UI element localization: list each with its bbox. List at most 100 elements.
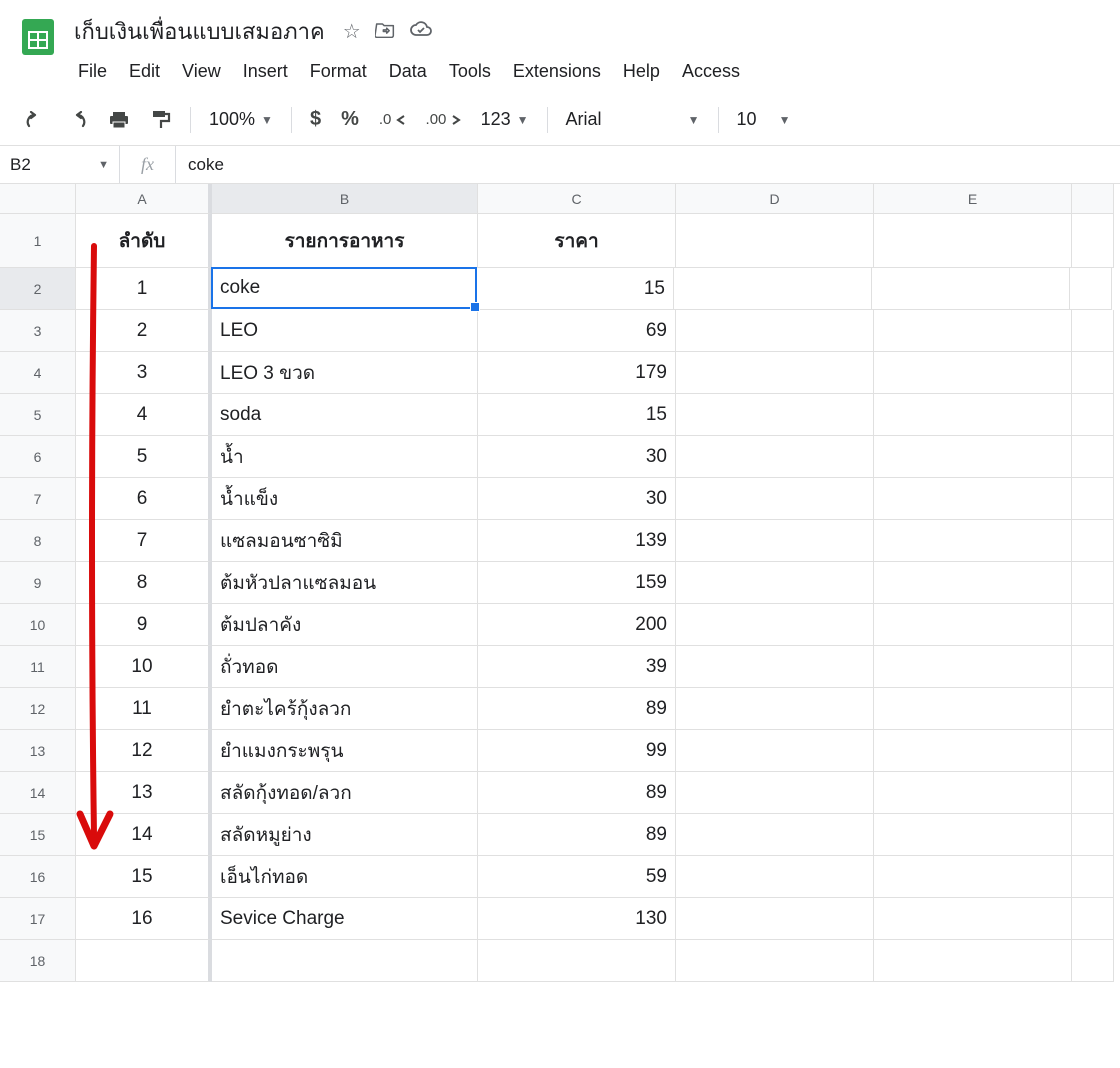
row-header[interactable]: 17 (0, 898, 76, 940)
cell[interactable]: 89 (478, 772, 676, 814)
cell[interactable]: LEO 3 ขวด (212, 352, 478, 394)
cell[interactable] (874, 856, 1072, 898)
cell[interactable] (1072, 646, 1114, 688)
cell[interactable]: สลัดหมูย่าง (212, 814, 478, 856)
cell[interactable]: 99 (478, 730, 676, 772)
cell[interactable]: 30 (478, 436, 676, 478)
row-header[interactable]: 15 (0, 814, 76, 856)
cell[interactable] (674, 268, 872, 310)
menu-view[interactable]: View (172, 57, 231, 86)
column-header-c[interactable]: C (478, 184, 676, 214)
cell[interactable]: 3 (76, 352, 212, 394)
formula-input[interactable]: coke (176, 155, 1120, 175)
cell[interactable] (874, 604, 1072, 646)
row-header[interactable]: 1 (0, 214, 76, 268)
cell[interactable]: 9 (76, 604, 212, 646)
row-header[interactable]: 8 (0, 520, 76, 562)
cell[interactable] (1072, 562, 1114, 604)
cell[interactable]: 1 (76, 268, 212, 310)
cell[interactable] (1072, 310, 1114, 352)
cell[interactable]: 16 (76, 898, 212, 940)
star-icon[interactable]: ☆ (343, 19, 361, 44)
menu-extensions[interactable]: Extensions (503, 57, 611, 86)
cell[interactable] (676, 940, 874, 982)
cell[interactable]: 15 (476, 268, 674, 310)
cell[interactable] (1072, 352, 1114, 394)
menu-edit[interactable]: Edit (119, 57, 170, 86)
cell[interactable]: 2 (76, 310, 212, 352)
cell[interactable] (676, 352, 874, 394)
cell[interactable] (1072, 898, 1114, 940)
cell-d1[interactable] (676, 214, 874, 268)
column-header-b[interactable]: B (212, 184, 478, 214)
cell[interactable]: 12 (76, 730, 212, 772)
cell[interactable]: 6 (76, 478, 212, 520)
cell[interactable] (676, 520, 874, 562)
cell[interactable] (874, 562, 1072, 604)
cell[interactable]: ต้มหัวปลาแซลมอน (212, 562, 478, 604)
cell[interactable] (1072, 856, 1114, 898)
cell[interactable] (676, 730, 874, 772)
print-button[interactable] (100, 104, 138, 136)
cell[interactable]: 15 (76, 856, 212, 898)
cell[interactable] (874, 688, 1072, 730)
row-header[interactable]: 3 (0, 310, 76, 352)
cell[interactable]: 159 (478, 562, 676, 604)
undo-button[interactable] (16, 105, 54, 135)
cell-e1[interactable] (874, 214, 1072, 268)
menu-format[interactable]: Format (300, 57, 377, 86)
increase-decimal-button[interactable]: .00 (418, 105, 469, 134)
cell[interactable]: 8 (76, 562, 212, 604)
cell[interactable]: 14 (76, 814, 212, 856)
cell[interactable]: แซลมอนซาซิมิ (212, 520, 478, 562)
cell[interactable]: 7 (76, 520, 212, 562)
font-dropdown[interactable]: Arial▼ (558, 103, 708, 136)
row-header[interactable]: 4 (0, 352, 76, 394)
sheets-logo[interactable] (16, 8, 60, 66)
cell[interactable]: 39 (478, 646, 676, 688)
decrease-decimal-button[interactable]: .0 (371, 105, 414, 134)
cell[interactable] (676, 856, 874, 898)
row-header[interactable]: 16 (0, 856, 76, 898)
currency-button[interactable]: $ (302, 102, 329, 137)
cell-f1[interactable] (1072, 214, 1114, 268)
cell[interactable]: 11 (76, 688, 212, 730)
cell[interactable]: เอ็นไก่ทอด (212, 856, 478, 898)
cell[interactable] (1072, 772, 1114, 814)
cell[interactable] (676, 478, 874, 520)
cell[interactable]: 13 (76, 772, 212, 814)
cell[interactable]: coke (211, 267, 477, 309)
cell[interactable]: 15 (478, 394, 676, 436)
number-format-dropdown[interactable]: 123▼ (473, 103, 537, 136)
column-header-f[interactable] (1072, 184, 1114, 214)
row-header[interactable]: 11 (0, 646, 76, 688)
cell[interactable]: ต้มปลาคัง (212, 604, 478, 646)
cell[interactable] (676, 436, 874, 478)
cell[interactable] (874, 352, 1072, 394)
cell[interactable]: LEO (212, 310, 478, 352)
cell[interactable]: 89 (478, 814, 676, 856)
cell[interactable]: 139 (478, 520, 676, 562)
row-header[interactable]: 13 (0, 730, 76, 772)
cell-c1[interactable]: ราคา (478, 214, 676, 268)
menu-access[interactable]: Access (672, 57, 750, 86)
row-header[interactable]: 9 (0, 562, 76, 604)
redo-button[interactable] (58, 105, 96, 135)
cell[interactable] (478, 940, 676, 982)
cell[interactable] (676, 814, 874, 856)
cell[interactable]: ยำแมงกระพรุน (212, 730, 478, 772)
cell[interactable]: 30 (478, 478, 676, 520)
cell[interactable] (676, 310, 874, 352)
cell[interactable] (1072, 436, 1114, 478)
cell[interactable] (1072, 688, 1114, 730)
cell-b1[interactable]: รายการอาหาร (212, 214, 478, 268)
cell[interactable]: 130 (478, 898, 676, 940)
cloud-status-icon[interactable] (409, 20, 433, 44)
select-all-corner[interactable] (0, 184, 76, 214)
cell[interactable]: Sevice Charge (212, 898, 478, 940)
cell[interactable] (1072, 814, 1114, 856)
row-header[interactable]: 6 (0, 436, 76, 478)
cell[interactable] (874, 940, 1072, 982)
cell[interactable] (1070, 268, 1112, 310)
zoom-dropdown[interactable]: 100%▼ (201, 103, 281, 136)
